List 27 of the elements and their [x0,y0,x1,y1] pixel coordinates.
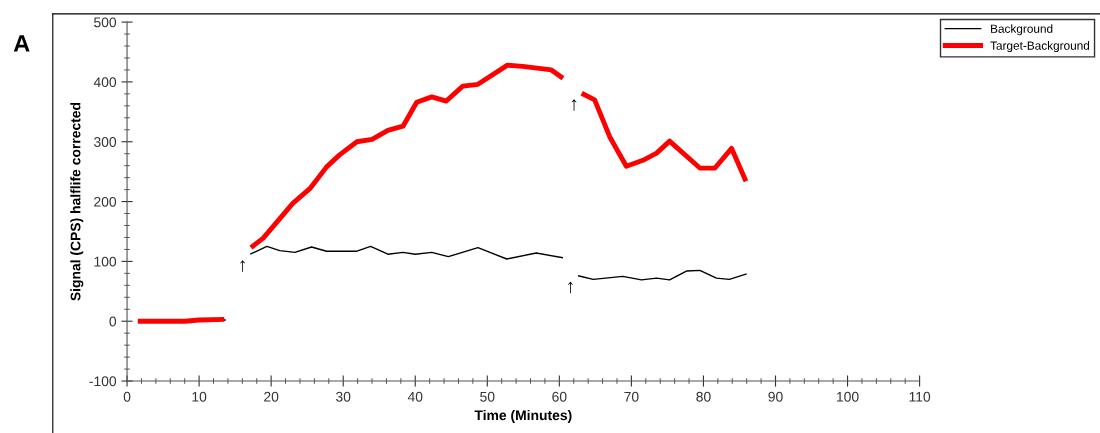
x-axis-title: Time (Minutes) [474,409,572,423]
x-tick-label: 80 [696,391,711,402]
x-tick-label: 40 [407,391,423,402]
x-tick-label: 100 [837,391,859,402]
y-tick-label: 200 [94,196,117,207]
x-tick-label: 60 [552,391,567,402]
x-tick-label: 50 [480,391,495,402]
x-tick-label: 10 [192,391,207,402]
y-tick-label: 100 [94,256,117,267]
y-axis-title: Signal (CPS) halflife corrected [70,102,84,301]
x-tick-label: 90 [768,391,783,402]
x-tick-label: 70 [624,391,639,402]
text: A [13,35,30,52]
x-tick-label: 110 [909,391,931,402]
y-tick-label: 500 [94,17,117,28]
annotation: ↑ [571,99,577,111]
y-tick-label: 300 [93,137,117,147]
legend-label: Background [991,24,1053,36]
annotation: ↑ [240,260,245,272]
y-tick-label: -100 [89,376,117,387]
y-tick-label: 0 [109,316,117,327]
x-tick-label: 20 [264,391,279,402]
x-tick-label: 30 [336,391,351,402]
legend-label: Target-Background [990,41,1090,53]
y-tick-label: 400 [93,77,117,88]
x-tick-label: 0 [123,391,131,402]
annotation: ↑ [568,281,573,294]
